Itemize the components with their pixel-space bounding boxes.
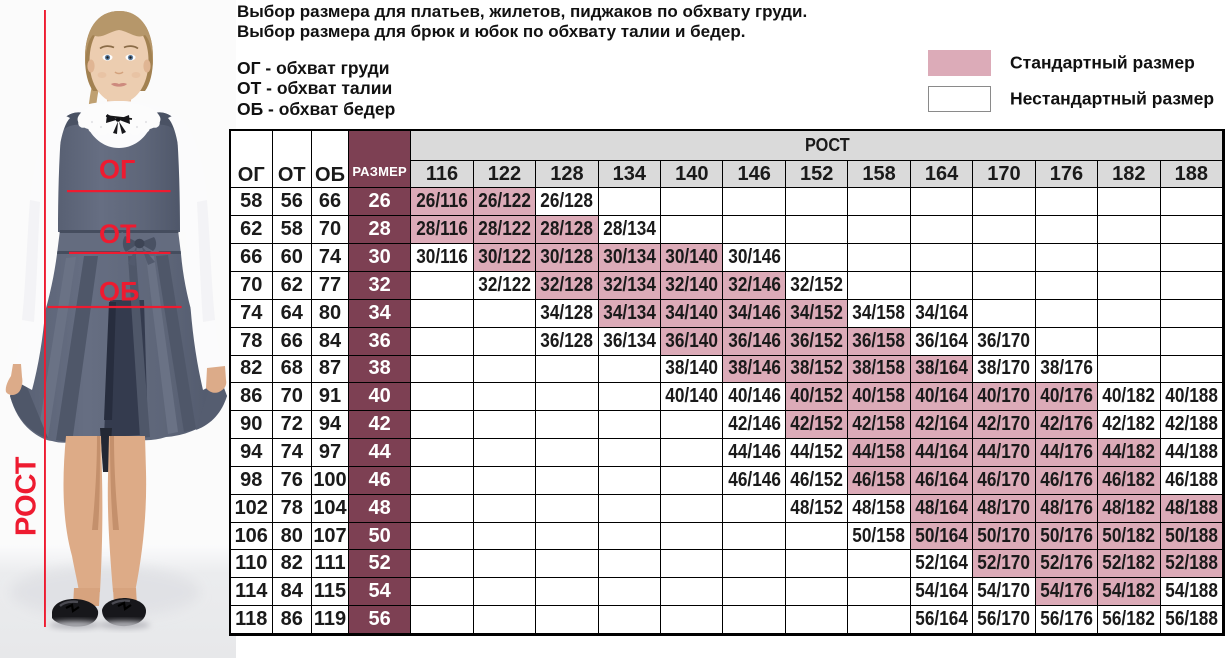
svg-text:ОТ: ОТ	[99, 219, 137, 249]
svg-text:ОГ: ОГ	[99, 155, 135, 185]
svg-text:РОСТ: РОСТ	[11, 456, 43, 536]
svg-text:ОБ: ОБ	[99, 277, 139, 307]
